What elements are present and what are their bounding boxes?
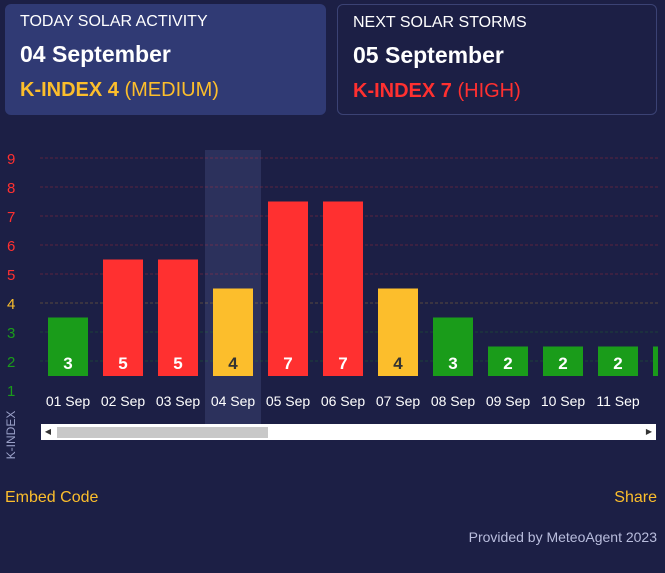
today-kindex-level: (MEDIUM) bbox=[124, 79, 219, 101]
y-tick-label: 5 bbox=[7, 267, 15, 284]
x-category-label: 06 Sep bbox=[321, 393, 366, 409]
bar-value-label: 3 bbox=[63, 354, 72, 373]
y-tick-label: 6 bbox=[7, 238, 15, 255]
next-card-label: NEXT SOLAR STORMS bbox=[353, 14, 527, 31]
bar-value-label: 3 bbox=[448, 354, 457, 373]
today-kindex-value: K-INDEX 4 bbox=[20, 79, 119, 101]
x-category-label: 01 Sep bbox=[46, 393, 91, 409]
bar bbox=[103, 259, 143, 376]
x-category-label: 11 Sep bbox=[596, 393, 640, 409]
bar-value-label: 7 bbox=[283, 354, 292, 373]
x-category-label: 09 Sep bbox=[486, 393, 531, 409]
scroll-left-arrow-icon[interactable]: ◀ bbox=[44, 427, 52, 436]
y-tick-label: 8 bbox=[7, 180, 15, 197]
y-tick-label: 1 bbox=[7, 383, 15, 400]
x-category-label: 10 Sep bbox=[541, 393, 586, 409]
next-date: 05 September bbox=[353, 42, 504, 68]
bar-value-label: 2 bbox=[613, 354, 622, 373]
x-category-label: 08 Sep bbox=[431, 393, 476, 409]
next-kindex-level: (HIGH) bbox=[457, 80, 521, 102]
bar-value-label: 2 bbox=[503, 354, 512, 373]
bar-value-label: 4 bbox=[393, 354, 403, 373]
bar bbox=[48, 317, 88, 376]
bar bbox=[598, 346, 638, 376]
bar-value-label: 2 bbox=[558, 354, 567, 373]
embed-code-link[interactable]: Embed Code bbox=[5, 489, 99, 506]
y-tick-label: 3 bbox=[7, 325, 15, 342]
bar bbox=[268, 201, 308, 376]
chart-scrollbar[interactable]: ◀ ▶ bbox=[41, 424, 656, 440]
highlight-band bbox=[205, 150, 261, 425]
y-tick-label: 2 bbox=[7, 354, 15, 371]
scroll-right-arrow-icon[interactable]: ▶ bbox=[645, 427, 653, 436]
scrollbar-thumb[interactable] bbox=[57, 427, 268, 438]
next-kindex: K-INDEX 7 (HIGH) bbox=[353, 80, 641, 102]
today-activity-card: TODAY SOLAR ACTIVITY 04 September K-INDE… bbox=[5, 4, 326, 115]
share-link[interactable]: Share bbox=[614, 489, 657, 506]
bar bbox=[653, 346, 658, 376]
bar-value-label: 5 bbox=[173, 354, 182, 373]
bar bbox=[158, 259, 198, 376]
today-date: 04 September bbox=[20, 41, 171, 67]
y-tick-label: 7 bbox=[7, 209, 15, 226]
bar-value-label: 5 bbox=[118, 354, 127, 373]
x-category-label: 03 Sep bbox=[156, 393, 201, 409]
next-kindex-value: K-INDEX 7 bbox=[353, 80, 452, 102]
bar-value-label: 7 bbox=[338, 354, 347, 373]
next-storms-card: NEXT SOLAR STORMS 05 September K-INDEX 7… bbox=[337, 4, 657, 115]
x-category-label: 02 Sep bbox=[101, 393, 146, 409]
x-category-label: 07 Sep bbox=[376, 393, 421, 409]
bar bbox=[543, 346, 583, 376]
y-axis-title: K-INDEX bbox=[4, 411, 18, 460]
bar bbox=[213, 288, 253, 376]
bar bbox=[378, 288, 418, 376]
bar bbox=[488, 346, 528, 376]
x-category-label: 05 Sep bbox=[266, 393, 311, 409]
bar-value-label: 4 bbox=[228, 354, 238, 373]
kindex-chart-svg: 1 2 3 4 5 6 7 8 9 3 01 Sep 5 02 Sep 5 03 Sep 4 04 Sep 7 05… bbox=[4, 150, 660, 460]
today-kindex: K-INDEX 4 (MEDIUM) bbox=[20, 79, 311, 101]
y-tick-label: 4 bbox=[7, 296, 15, 313]
provided-by-text: Provided by MeteoAgent 2023 bbox=[468, 529, 657, 545]
bar bbox=[323, 201, 363, 376]
kindex-chart: 1 2 3 4 5 6 7 8 9 3 01 Sep 5 02 Sep 5 03 Sep 4 04 Sep 7 05… bbox=[0, 140, 665, 470]
x-category-label: 04 Sep bbox=[211, 393, 256, 409]
y-tick-label: 9 bbox=[7, 151, 15, 168]
today-card-label: TODAY SOLAR ACTIVITY bbox=[20, 13, 208, 30]
bar bbox=[433, 317, 473, 376]
